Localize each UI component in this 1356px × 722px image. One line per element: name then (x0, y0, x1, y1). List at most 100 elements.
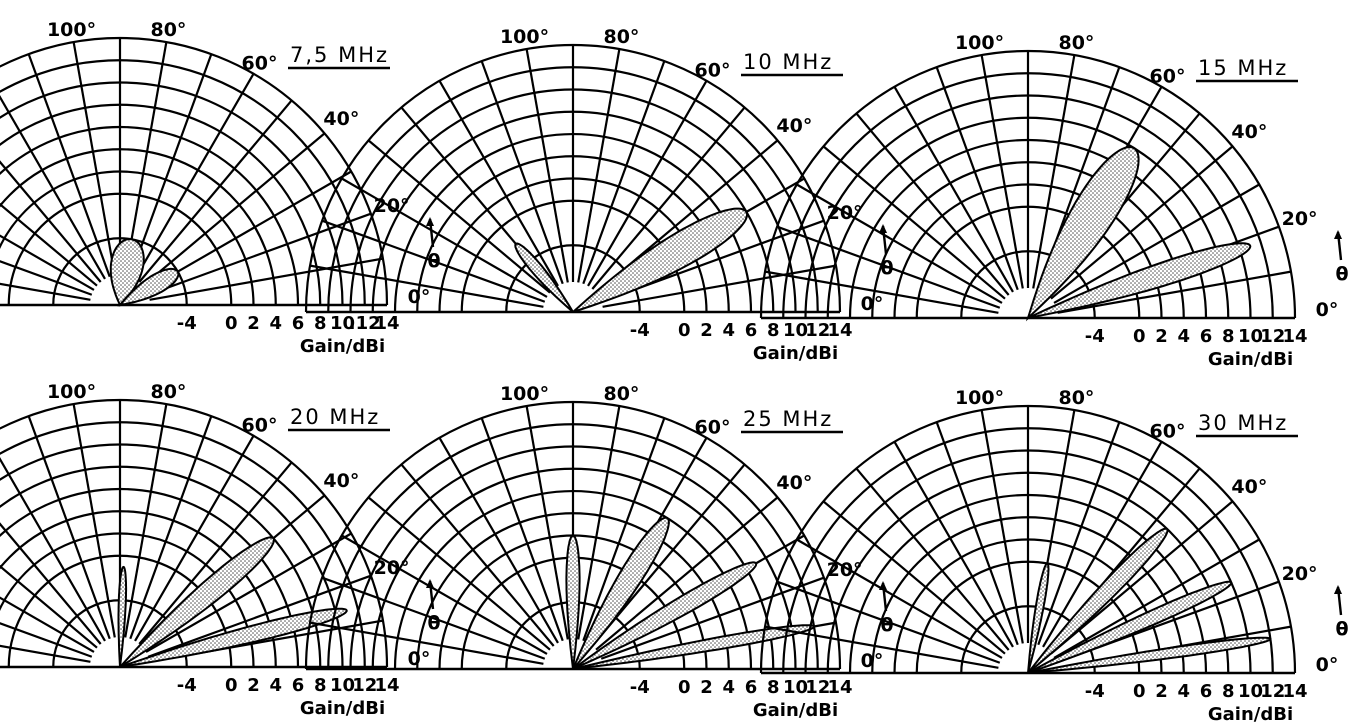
angle-spoke (855, 112, 1010, 296)
angle-spoke (525, 48, 569, 283)
radiation-lobe (565, 534, 581, 670)
radiation-lobe (1027, 636, 1272, 674)
angle-spoke (602, 264, 837, 308)
elevation-angle-label: 80° (150, 381, 186, 403)
angle-spoke (124, 41, 168, 276)
frequency-title: 20 MHz (290, 405, 380, 429)
elevation-angle-label: 40° (323, 470, 359, 492)
gain-tick-label: 8 (1222, 681, 1235, 702)
gain-tick-label: 2 (700, 320, 713, 341)
elevation-angle-label: 100° (955, 387, 1004, 409)
angle-spoke (0, 234, 95, 291)
angle-spoke (1037, 421, 1121, 646)
gain-axis-label: Gain/dBi (1208, 704, 1293, 722)
gain-ring (0, 36, 389, 306)
gain-tick-label: 14 (1282, 681, 1307, 702)
polar-grid (0, 398, 389, 668)
elevation-angle-label: 100° (47, 381, 96, 403)
lobes (109, 238, 180, 307)
elevation-angle-label: 0° (408, 648, 431, 670)
gain-tick-label: 10 (783, 677, 808, 698)
gain-tick-label: 6 (745, 320, 758, 341)
angle-spoke (367, 139, 551, 294)
elevation-angle-label: 60° (1150, 420, 1186, 442)
gain-tick-label: 12 (1260, 681, 1285, 702)
elevation-angle-label: 40° (1231, 121, 1267, 143)
angle-spoke (822, 500, 1006, 655)
elevation-angle-label: 40° (1231, 476, 1267, 498)
gain-tick-label: 2 (700, 677, 713, 698)
gain-axis-label: Gain/dBi (753, 700, 838, 721)
elevation-angle-label: 0° (1316, 654, 1339, 676)
polar-grid (304, 43, 842, 313)
angle-spoke (1057, 270, 1292, 314)
angle-spoke (480, 60, 564, 285)
gain-tick-label: 6 (745, 677, 758, 698)
gain-tick-label: 10 (330, 313, 355, 334)
lobes (514, 207, 749, 313)
radiation-lobe (572, 624, 816, 670)
angle-spoke (0, 260, 93, 296)
angle-spoke (341, 534, 548, 655)
angle-spoke (980, 409, 1024, 644)
gain-tick-label: 0 (678, 677, 691, 698)
theta-label: θ (1335, 263, 1348, 285)
elevation-angle-label: 100° (47, 19, 96, 41)
gain-tick-label: 4 (722, 677, 735, 698)
elevation-angle-label: 20° (1282, 208, 1318, 230)
gain-tick-label: -4 (1085, 326, 1105, 347)
polar-grid (759, 49, 1297, 319)
elevation-angle-label: 40° (323, 108, 359, 130)
gain-tick-label: 2 (247, 675, 260, 696)
theta-arrow-head (1334, 230, 1342, 239)
angle-spoke (438, 80, 559, 287)
angle-spoke (0, 522, 102, 645)
angle-spoke (0, 622, 93, 658)
angle-spoke (582, 417, 666, 642)
gain-tick-label: 0 (225, 675, 238, 696)
gain-tick-label: -4 (177, 313, 197, 334)
angle-spoke (145, 532, 352, 653)
angle-spoke (776, 580, 1001, 664)
elevation-angle-label: 60° (1150, 65, 1186, 87)
elevation-angle-label: 100° (955, 32, 1004, 54)
radiation-lobe (514, 242, 574, 313)
elevation-angle-label: 80° (603, 383, 639, 405)
angle-spoke (1053, 538, 1260, 659)
angle-spoke (321, 576, 546, 660)
elevation-angle-label: 40° (776, 115, 812, 137)
angle-spoke (341, 177, 548, 298)
gain-tick-label: 0 (225, 313, 238, 334)
lobes (1027, 527, 1272, 674)
theta-arrow-head (426, 217, 434, 226)
angle-spoke (400, 463, 555, 647)
gain-tick-label: -4 (630, 320, 650, 341)
frequency-title: 15 MHz (1198, 56, 1288, 80)
polar-grid (759, 404, 1297, 674)
angle-spoke (935, 421, 1019, 646)
gain-tick-label: 0 (678, 320, 691, 341)
gain-tick-label: -4 (1085, 681, 1105, 702)
angle-spoke (149, 257, 384, 301)
angle-spoke (0, 596, 95, 653)
elevation-angle-label: 80° (1058, 32, 1094, 54)
angle-spoke (1053, 183, 1260, 304)
angle-spoke (796, 183, 1003, 304)
gain-tick-label: 8 (314, 675, 327, 696)
angle-spoke (822, 145, 1006, 300)
angle-spoke (577, 48, 621, 283)
radiation-lobe (117, 565, 128, 668)
gain-tick-label: -4 (630, 677, 650, 698)
angle-spoke (147, 212, 372, 296)
gain-tick-label: 0 (1133, 326, 1146, 347)
gain-tick-label: 12 (805, 320, 830, 341)
elevation-angle-label: 100° (500, 26, 549, 48)
elevation-angle-label: 20° (374, 557, 410, 579)
angle-spoke (124, 403, 168, 638)
theta-label: θ (427, 612, 440, 634)
gain-tick-label: 12 (352, 675, 377, 696)
angle-spoke (796, 538, 1003, 659)
frequency-title: 25 MHz (743, 407, 833, 431)
gain-tick-label: 6 (1200, 326, 1213, 347)
